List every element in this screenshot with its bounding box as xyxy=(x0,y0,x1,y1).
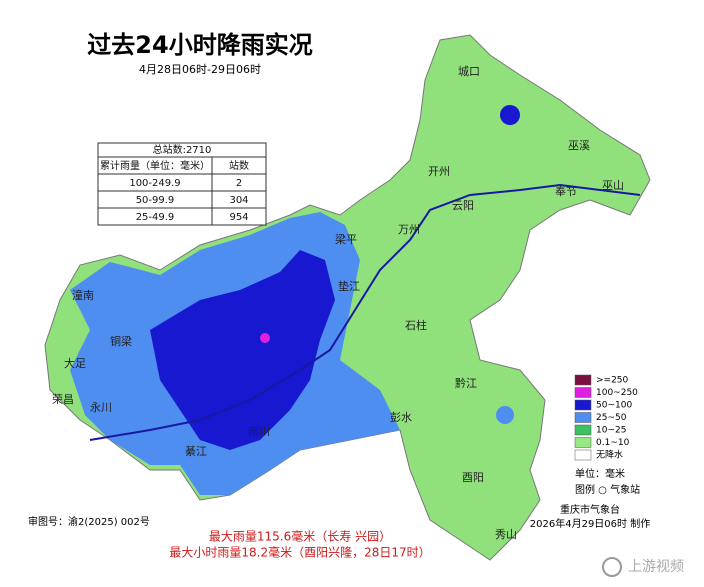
legend-label: 50~100 xyxy=(596,401,632,411)
place-label: 城口 xyxy=(458,65,480,78)
rain-25-50 xyxy=(496,406,514,424)
legend-swatch xyxy=(574,437,592,448)
legend-swatch xyxy=(574,387,592,398)
place-label: 巫山 xyxy=(602,179,624,192)
legend-label: 100~250 xyxy=(596,388,638,398)
place-label: 彭水 xyxy=(390,410,412,424)
table-cell: 100-249.9 xyxy=(129,178,180,189)
place-label: 万州 xyxy=(398,223,420,236)
legend-label: 25~50 xyxy=(596,413,627,423)
place-label: 潼南 xyxy=(72,288,94,302)
place-label: 綦江 xyxy=(185,445,207,458)
table-cell: 954 xyxy=(229,212,248,223)
legend-swatch xyxy=(574,399,592,411)
issue-time: 2026年4月29日06时 制作 xyxy=(530,517,650,530)
max-hourly-rain: 最大小时雨量18.2毫米（酉阳兴隆，28日17时） xyxy=(169,545,430,560)
legend-label: 10~25 xyxy=(596,426,626,436)
place-label: 梁平 xyxy=(335,232,357,246)
place-label: 大足 xyxy=(64,356,86,370)
legend-swatch xyxy=(574,374,592,386)
legend-swatch xyxy=(574,424,592,436)
place-label: 铜梁 xyxy=(110,334,132,348)
place-label: 奉节 xyxy=(555,184,577,198)
place-label: 黔江 xyxy=(455,376,477,390)
place-label: 酉阳 xyxy=(462,471,484,484)
stats-table: 总站数:2710 累计雨量（单位：毫米） 站数 100-249.9 2 50-9… xyxy=(97,142,267,226)
table-caption: 总站数:2710 xyxy=(153,143,212,156)
unit-label: 单位：毫米 xyxy=(575,467,625,480)
table-cell: 25-49.9 xyxy=(136,212,175,223)
place-labels: 城口 巫溪 巫山 奉节 开州 云阳 万州 梁平 垫江 石柱 潼南 大足 铜梁 荣… xyxy=(52,65,624,541)
place-label: 秀山 xyxy=(495,528,517,541)
table-header: 站数 xyxy=(229,159,249,172)
legend-label: 0.1~10 xyxy=(596,438,630,448)
legend-label: 无降水 xyxy=(596,449,623,461)
place-label: 开州 xyxy=(428,165,450,178)
watermark-text: 上游视频 xyxy=(628,559,684,575)
place-label: 荣昌 xyxy=(52,393,74,406)
watermark: 上游视频 xyxy=(602,557,684,577)
place-label: 巫溪 xyxy=(568,139,590,152)
place-label: 永川 xyxy=(90,400,112,414)
max-rain: 最大雨量115.6毫米（长寿 兴园） xyxy=(209,529,391,544)
rain-100-250 xyxy=(260,333,270,343)
subtitle: 4月28日06时-29日06时 xyxy=(139,63,261,76)
region-map xyxy=(44,34,651,561)
place-label: 云阳 xyxy=(452,199,474,212)
place-label: 南川 xyxy=(248,425,270,438)
station-legend: 图例 ○ 气象站 xyxy=(575,483,640,496)
title: 过去24小时降雨实况 xyxy=(87,31,312,59)
table-cell: 304 xyxy=(229,195,248,206)
table-cell: 2 xyxy=(236,178,242,189)
rain-50-100 xyxy=(500,105,520,125)
legend-label: >=250 xyxy=(596,376,629,386)
issuer: 重庆市气象台 xyxy=(560,503,620,516)
legend-swatch xyxy=(574,449,592,461)
rain-50-100 xyxy=(150,250,335,450)
watermark-logo xyxy=(602,557,622,577)
river xyxy=(89,183,641,441)
place-label: 垫江 xyxy=(338,279,360,293)
table-header: 累计雨量（单位：毫米） xyxy=(100,159,210,172)
approval-number: 审图号：渝2(2025) 002号 xyxy=(28,515,150,528)
table-cell: 50-99.9 xyxy=(136,195,175,206)
place-label: 石柱 xyxy=(405,318,427,332)
legend-swatch xyxy=(574,412,592,423)
